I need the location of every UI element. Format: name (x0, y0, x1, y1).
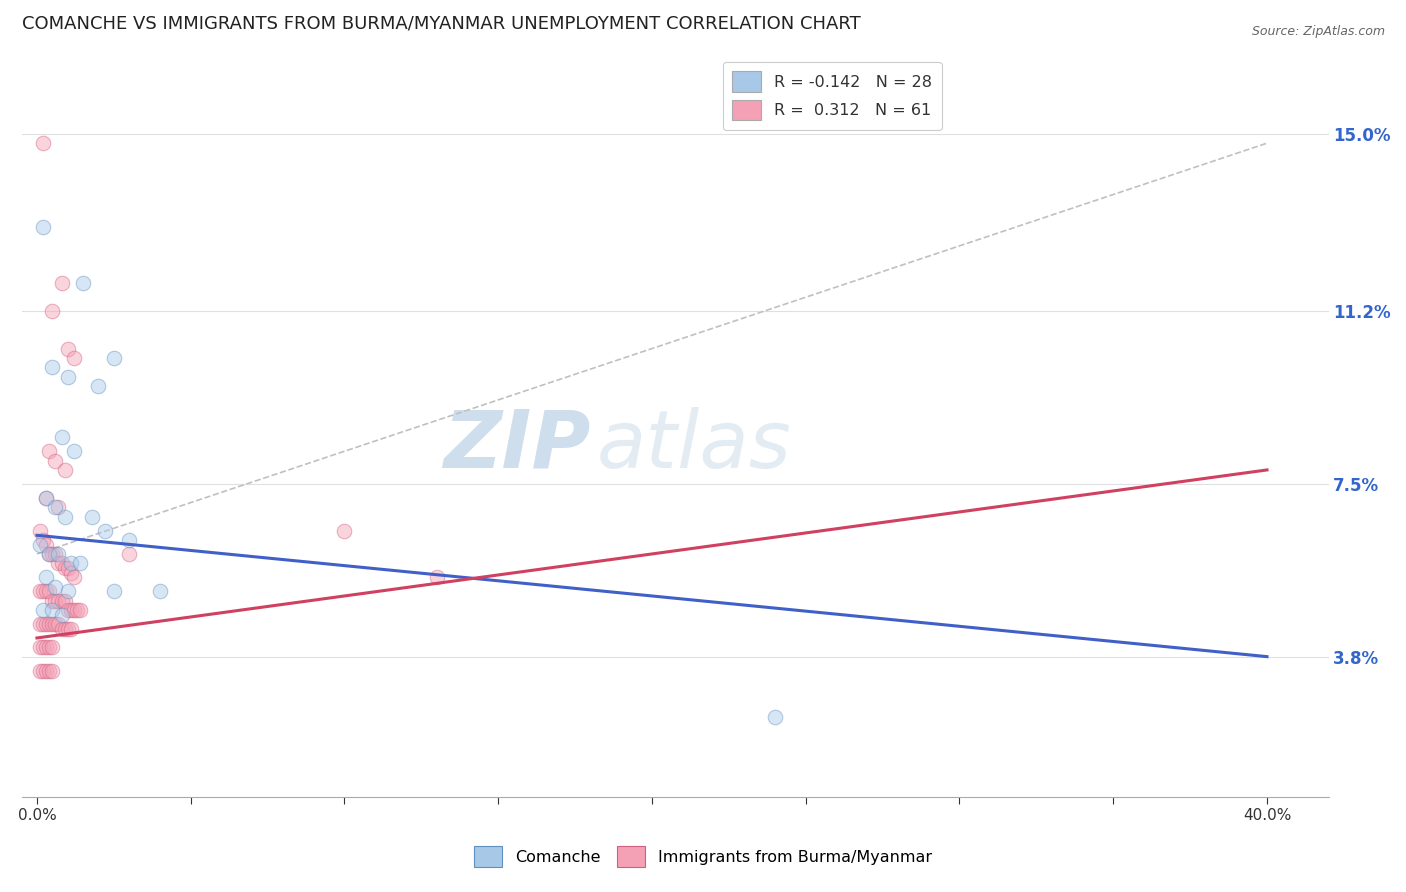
Point (51, 607, 73, 622)
Point (103, 351, 125, 365)
Legend: R = -0.142   N = 28, R =  0.312   N = 61: R = -0.142 N = 28, R = 0.312 N = 61 (723, 62, 942, 129)
Legend: Comanche, Immigrants from Burma/Myanmar: Comanche, Immigrants from Burma/Myanmar (467, 840, 939, 873)
Point (48, 617, 70, 632)
Point (38, 584, 60, 599)
Point (63, 570, 86, 584)
Point (38, 444, 60, 458)
Point (59, 603, 82, 617)
Point (32, 584, 55, 599)
Point (51, 622, 73, 636)
Point (53, 463, 76, 477)
Text: atlas: atlas (596, 407, 792, 484)
Point (32, 220, 55, 235)
Point (28, 584, 51, 599)
Point (48, 556, 70, 570)
Point (41, 360, 63, 375)
Point (51, 277, 73, 291)
Text: Source: ZipAtlas.com: Source: ZipAtlas.com (1251, 25, 1385, 38)
Point (118, 547, 141, 561)
Point (48, 500, 70, 515)
Text: ZIP: ZIP (443, 407, 591, 484)
Point (41, 593, 63, 607)
Point (38, 640, 60, 655)
Point (53, 509, 76, 524)
Point (44, 617, 66, 632)
Point (35, 491, 58, 505)
Point (28, 524, 51, 538)
Point (44, 593, 66, 607)
Point (32, 664, 55, 678)
Point (38, 617, 60, 632)
Point (56, 342, 79, 356)
Point (41, 603, 63, 617)
Text: COMANCHE VS IMMIGRANTS FROM BURMA/MYANMAR UNEMPLOYMENT CORRELATION CHART: COMANCHE VS IMMIGRANTS FROM BURMA/MYANMA… (21, 15, 860, 33)
Point (69, 603, 91, 617)
Point (56, 622, 79, 636)
Point (28, 664, 51, 678)
Point (32, 136, 55, 151)
Point (51, 430, 73, 444)
Point (41, 304, 63, 318)
Point (82, 509, 104, 524)
Point (51, 593, 73, 607)
Point (41, 640, 63, 655)
Point (56, 561, 79, 575)
Point (44, 580, 66, 594)
Point (149, 584, 172, 599)
Point (38, 664, 60, 678)
Point (35, 538, 58, 552)
Point (118, 533, 141, 547)
Point (59, 566, 82, 580)
Point (32, 533, 55, 547)
Point (51, 556, 73, 570)
Point (69, 556, 91, 570)
Point (66, 603, 89, 617)
Point (41, 664, 63, 678)
Point (53, 593, 76, 607)
Point (41, 617, 63, 632)
Point (72, 277, 94, 291)
Point (32, 640, 55, 655)
Point (38, 547, 60, 561)
Point (28, 640, 51, 655)
Point (32, 617, 55, 632)
Point (35, 570, 58, 584)
Point (48, 547, 70, 561)
Point (38, 547, 60, 561)
Point (44, 547, 66, 561)
Point (35, 617, 58, 632)
Point (35, 664, 58, 678)
Point (63, 351, 86, 365)
Point (32, 603, 55, 617)
Point (35, 584, 58, 599)
Point (87, 379, 110, 393)
Point (53, 622, 76, 636)
Point (333, 524, 356, 538)
Point (48, 593, 70, 607)
Point (41, 547, 63, 561)
Point (53, 561, 76, 575)
Point (56, 369, 79, 384)
Point (28, 617, 51, 632)
Point (35, 491, 58, 505)
Point (63, 444, 86, 458)
Point (763, 710, 786, 724)
Point (103, 584, 125, 599)
Point (35, 640, 58, 655)
Point (44, 453, 66, 467)
Point (426, 570, 449, 584)
Point (59, 556, 82, 570)
Point (93, 524, 115, 538)
Point (59, 622, 82, 636)
Point (56, 603, 79, 617)
Point (44, 500, 66, 515)
Point (56, 584, 79, 599)
Point (28, 538, 51, 552)
Point (63, 603, 86, 617)
